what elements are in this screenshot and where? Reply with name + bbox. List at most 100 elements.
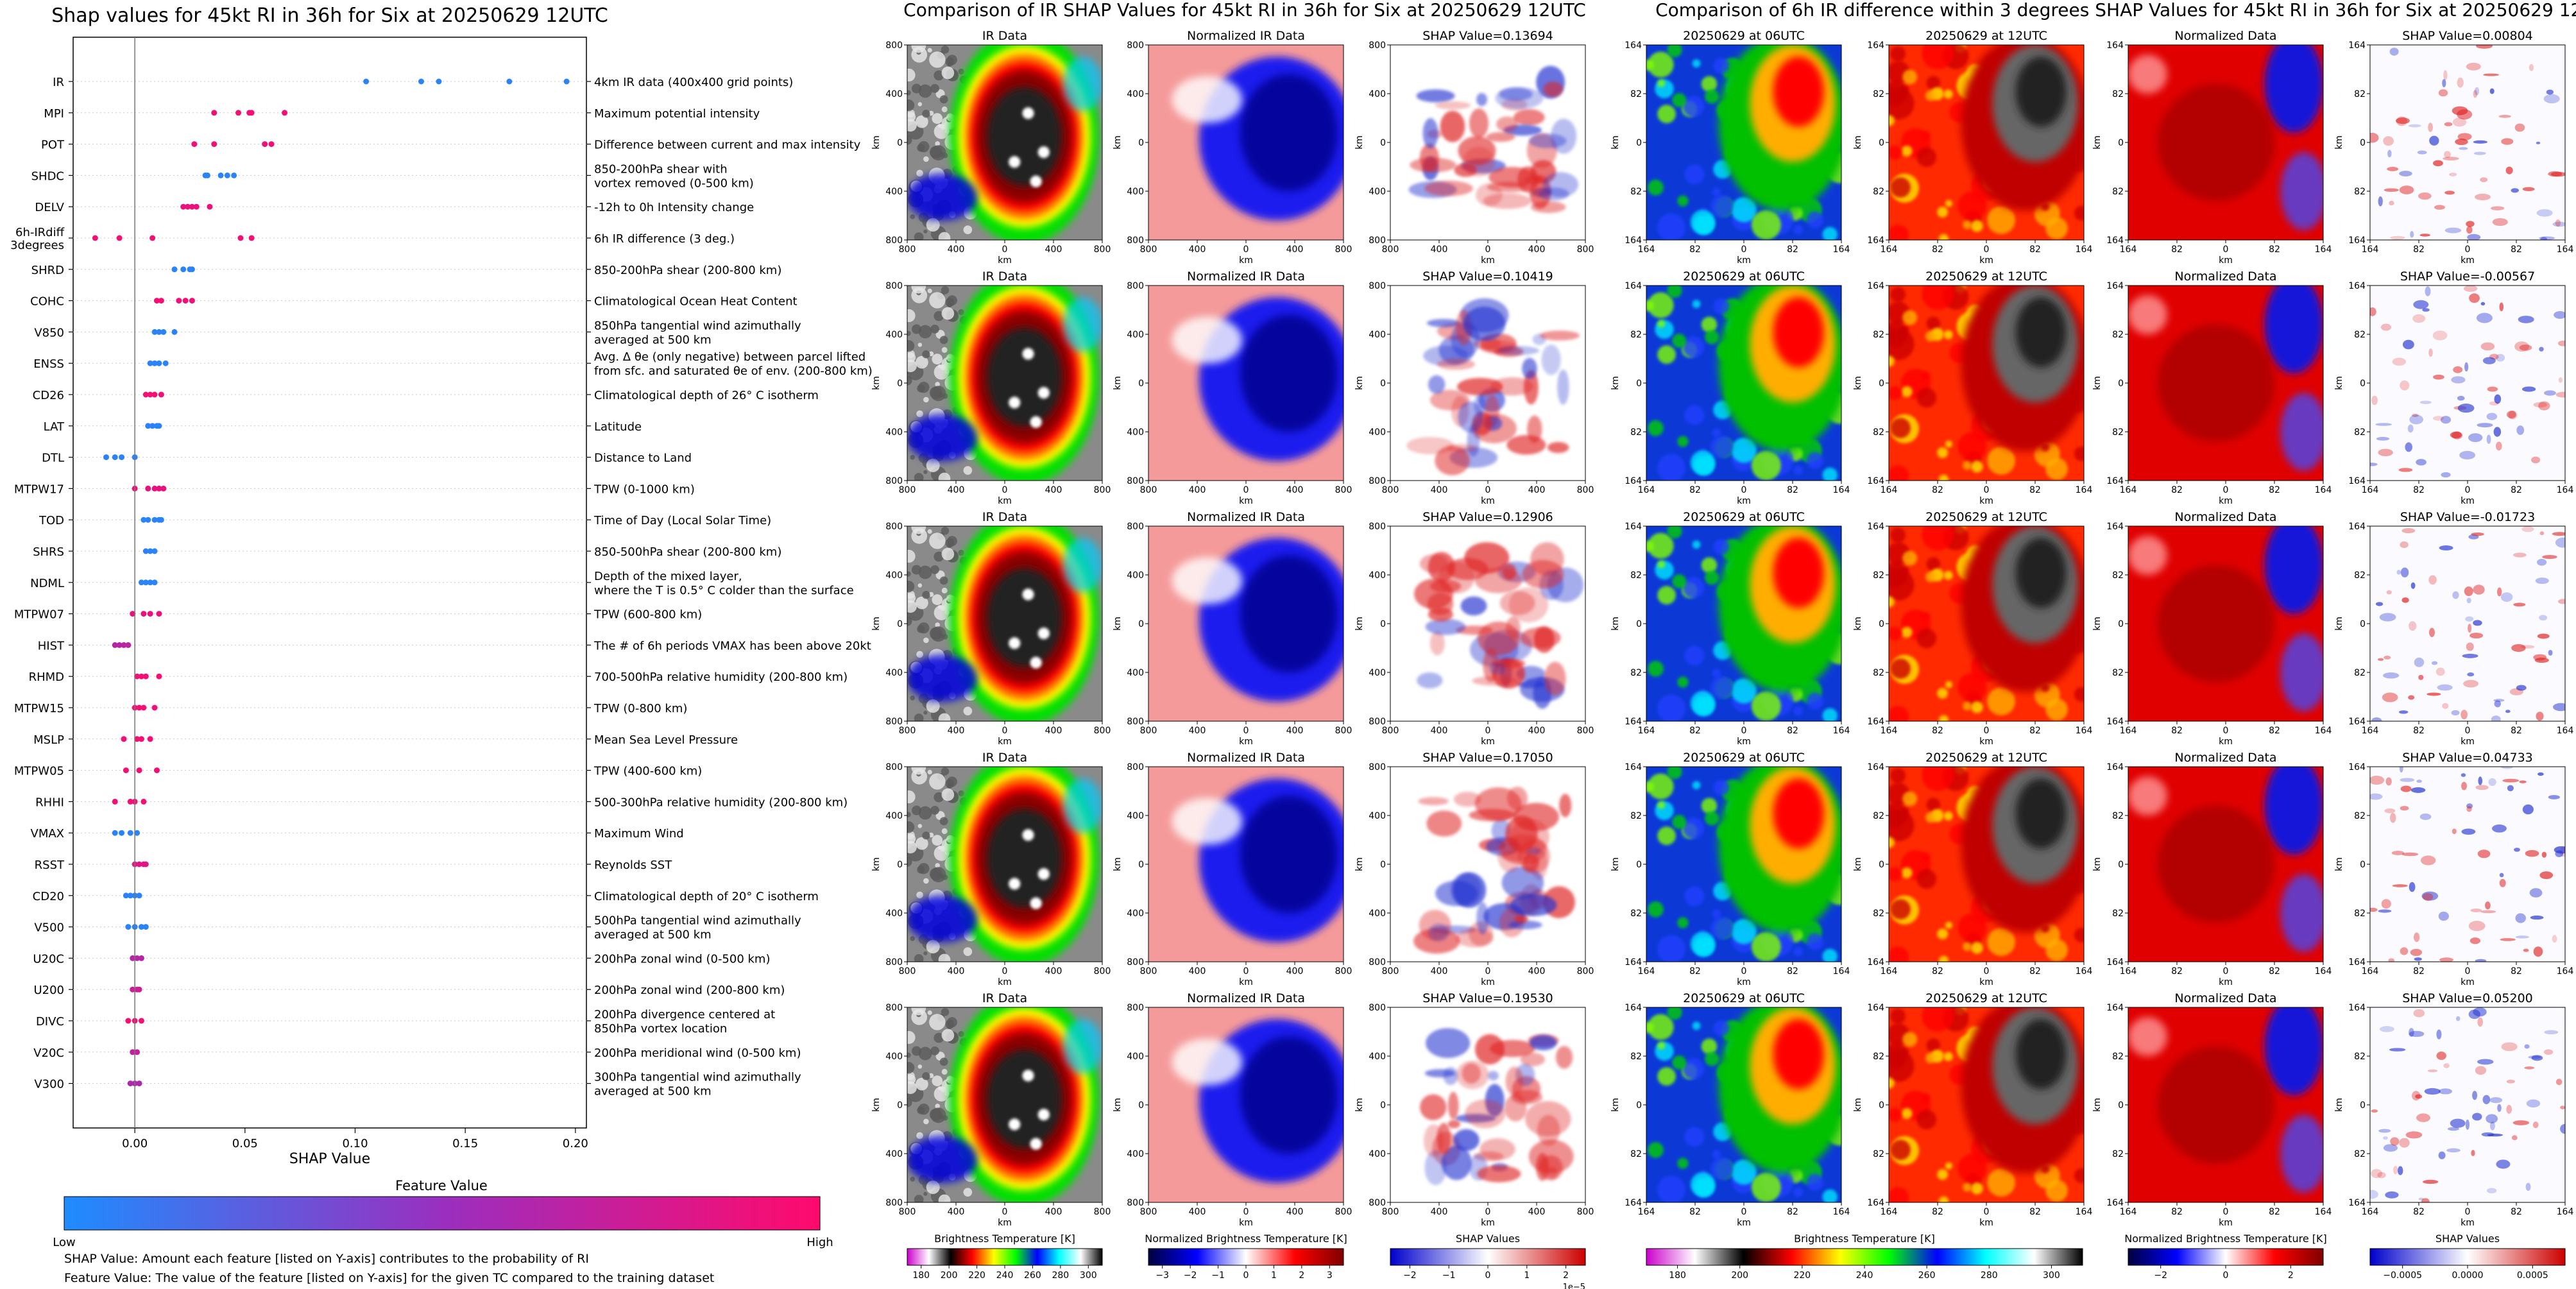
diffshap-blob	[2437, 684, 2453, 691]
diffshap-blob	[2513, 552, 2527, 558]
panel-x-tick-label: 164	[1881, 485, 1898, 495]
shap-point	[92, 235, 98, 241]
shap-blob	[1524, 370, 1539, 405]
diffshap-blob	[2434, 205, 2445, 210]
sat-texture	[1657, 320, 1666, 328]
panel-y-tick-label: 164	[2106, 1003, 2124, 1013]
panel-x-tick-label: 400	[948, 244, 965, 255]
panel-x-tick-label: 0	[1002, 966, 1008, 977]
panel-y-tick-label: 800	[885, 235, 903, 246]
ir-texture	[914, 954, 924, 962]
shap-point	[123, 892, 129, 899]
panel-x-tick-label: 0	[1243, 966, 1249, 977]
diffshap-blob	[2502, 778, 2520, 783]
panel-y-tick-label: 164	[1867, 40, 1884, 51]
shap-blob	[1428, 923, 1449, 942]
sat-texture	[1710, 916, 1734, 940]
sat-texture	[1701, 798, 1718, 814]
panel-y-tick-label: 82	[1630, 811, 1642, 821]
panel-x-tick-label: 800	[1382, 726, 1399, 736]
shap-blob	[1543, 81, 1564, 98]
panel-image	[1390, 767, 1585, 962]
diffshap-blob	[2482, 1095, 2491, 1104]
diffshap-blob	[2419, 400, 2432, 404]
shap-blob	[1462, 1063, 1481, 1084]
colorbar-tick-label: 240	[1856, 1270, 1873, 1281]
shap-point	[142, 548, 149, 554]
diffshap-blob	[2539, 236, 2555, 240]
diffshap-blob	[2557, 340, 2565, 346]
panel-y-tick-label: 400	[1127, 1149, 1144, 1159]
shap-point	[127, 1080, 133, 1087]
ir-texture	[932, 113, 943, 124]
panel-y-tick-label: 164	[1867, 522, 1884, 532]
sat-texture	[1921, 371, 1931, 380]
panel-x-label: km	[1239, 255, 1253, 266]
diffshap-blob	[2436, 1051, 2446, 1061]
shap-point	[160, 485, 167, 491]
explanation-note: Feature Value: The value of the feature …	[64, 1271, 714, 1285]
panel-x-tick-label: 164	[2315, 726, 2332, 736]
panel-y-label: km	[2092, 617, 2103, 631]
panel-title: Normalized IR Data	[1187, 751, 1305, 765]
diffshap-blob	[2409, 1028, 2414, 1037]
normdiff-neutral	[2128, 295, 2167, 334]
diffshap-blob	[2429, 627, 2435, 638]
colorbar-strip	[907, 1248, 1103, 1266]
shap-point	[235, 110, 242, 116]
ir-texture	[918, 1103, 930, 1115]
panel-x-label: km	[2219, 977, 2233, 987]
ir-diff-panel: 20250629 at 06UTC1641648282008282164164k…	[1610, 991, 1850, 1228]
diffshap-blob	[2383, 672, 2400, 679]
colorbar-tick-label: 280	[1052, 1270, 1069, 1281]
panel-title: IR Data	[982, 751, 1027, 765]
feature-description: 850hPa vortex location	[594, 1022, 727, 1036]
feature-label: IR	[53, 76, 64, 89]
feature-description: 700-500hPa relative humidity (200-800 km…	[594, 670, 848, 684]
panel-title: Normalized Data	[2174, 269, 2276, 284]
diffshap-blob	[2506, 1079, 2515, 1084]
panel-y-tick-label: 0	[2360, 379, 2366, 389]
shap-blob	[1464, 542, 1510, 574]
panel-y-tick-label: 400	[885, 89, 903, 99]
ir-texture	[941, 346, 948, 353]
shap-point	[125, 924, 132, 930]
shap-point	[138, 579, 144, 586]
ir-texture	[923, 951, 928, 955]
diffshap-blob	[2537, 772, 2544, 776]
shap-point	[158, 391, 164, 398]
ir-cold-region	[1063, 1019, 1102, 1074]
panel-title: IR Data	[982, 29, 1027, 43]
ir-overshooting-top	[1037, 868, 1050, 880]
panel-y-tick-label: 82	[1873, 427, 1884, 438]
ir-diff-panel: Normalized Data1641648282008282164164kmk…	[2092, 510, 2332, 747]
ir-texture	[963, 947, 973, 957]
feature-description: averaged at 500 km	[594, 1085, 712, 1098]
shap-blob	[1426, 319, 1461, 327]
panel-y-tick-label: 0	[1138, 138, 1144, 148]
colorbar-tick-label: 1	[1524, 1270, 1530, 1281]
sat-texture	[1751, 932, 1781, 962]
shap-point	[363, 78, 370, 85]
panel-x-tick-label: 400	[1528, 1207, 1546, 1217]
shap-point	[112, 642, 118, 648]
diffshap-blob	[2482, 357, 2496, 364]
panel-x-tick-label: 164	[2076, 485, 2093, 495]
diffshap-blob	[2416, 459, 2427, 466]
panel-y-tick-label: 82	[1873, 909, 1884, 919]
panel-y-tick-label: 800	[1127, 1003, 1144, 1013]
panel-y-tick-label: 164	[2106, 957, 2124, 968]
panel-x-tick-label: 164	[1881, 1207, 1898, 1217]
ir-diff-panel: Normalized Data1641648282008282164164kmk…	[2092, 29, 2332, 266]
panel-title: 20250629 at 06UTC	[1683, 269, 1805, 284]
diffshap-blob	[2486, 1114, 2498, 1123]
diffshap-blob	[2469, 293, 2480, 303]
ir-texture	[923, 156, 929, 162]
panel-x-tick-label: 400	[948, 726, 965, 736]
panel-x-tick-label: 82	[1787, 244, 1798, 255]
ir-texture	[907, 90, 911, 96]
panel-y-tick-label: 400	[1127, 427, 1144, 438]
shap-point	[156, 673, 162, 679]
panel-x-tick-label: 400	[1431, 244, 1448, 255]
diffshap-blob	[2524, 1044, 2530, 1049]
